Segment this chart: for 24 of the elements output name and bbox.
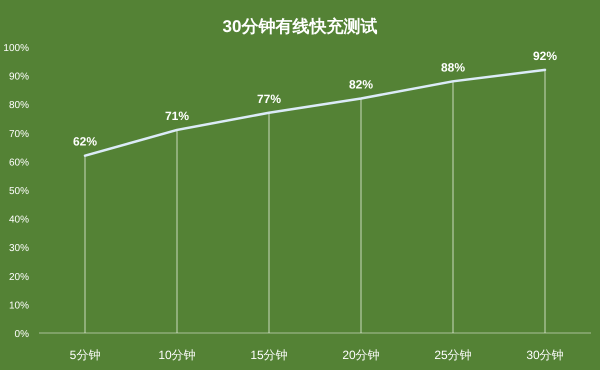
y-tick-label: 40% [8,214,30,226]
y-tick-label: 0% [14,329,30,340]
data-label: 92% [532,48,558,63]
y-tick-label: 30% [8,243,30,254]
x-tick-label: 5分钟 [70,348,100,362]
y-tick-label: 10% [8,300,30,312]
x-tick-label: 20分钟 [342,348,380,362]
x-tick-label: 10分钟 [158,348,196,362]
y-tick-label: 60% [8,157,30,168]
data-label: 77% [256,92,282,106]
y-tick-label: 20% [8,272,30,283]
data-label: 82% [348,77,374,92]
y-tick-label: 100% [3,43,30,54]
y-tick-label: 90% [8,72,30,83]
x-tick-label: 25分钟 [434,348,472,362]
data-label: 88% [440,60,466,74]
chart-title: 30分钟有线快充测试 [222,17,378,36]
x-tick-label: 15分钟 [250,348,288,362]
data-label: 71% [164,108,190,123]
x-tick-label: 30分钟 [526,348,564,362]
data-label: 62% [72,134,98,149]
y-tick-label: 70% [8,128,30,140]
y-tick-label: 50% [8,186,30,197]
y-tick-label: 80% [8,100,30,112]
